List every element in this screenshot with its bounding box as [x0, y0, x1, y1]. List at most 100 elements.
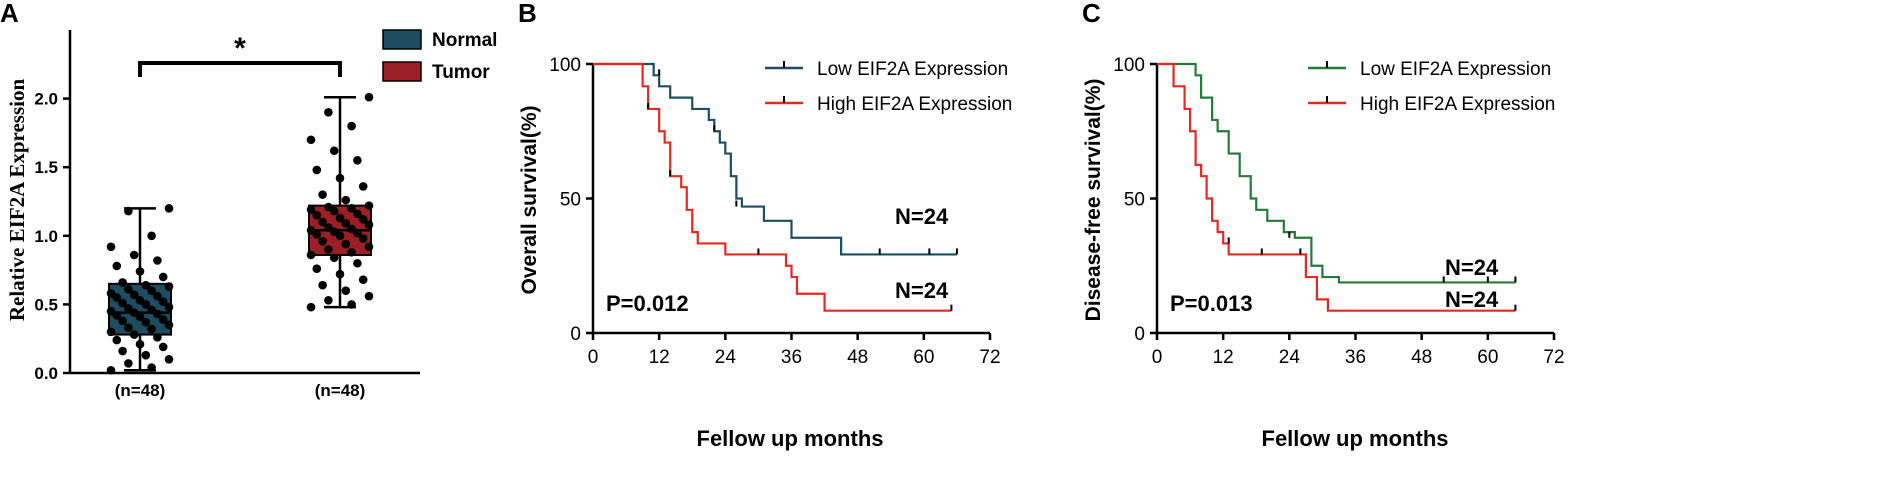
- data-point: [324, 108, 333, 117]
- data-point: [318, 280, 327, 290]
- x-tick-label: 0: [588, 347, 599, 368]
- data-point: [341, 239, 351, 249]
- y-tick-label: 50: [1124, 190, 1145, 211]
- data-point: [158, 342, 168, 352]
- x-axis-label-c: Fellow up months: [1262, 426, 1449, 451]
- data-point: [347, 224, 356, 234]
- legend-label-tumor: Tumor: [432, 62, 490, 83]
- data-point: [164, 320, 174, 330]
- x-tick-label: 24: [1279, 347, 1301, 368]
- data-point: [141, 280, 151, 290]
- box-iqr: [108, 282, 172, 336]
- data-point: [353, 156, 362, 165]
- data-point: [141, 350, 151, 360]
- y-tick-label: 100: [1113, 55, 1145, 76]
- data-point: [353, 209, 362, 219]
- survival-curve-high: [1157, 62, 1516, 312]
- x-tick-label: 24: [715, 347, 737, 368]
- y-tick-label-a: 0.0: [34, 364, 58, 383]
- panel-label-c: C: [1082, 0, 1101, 28]
- x-tick-label: 48: [1411, 347, 1432, 368]
- x-tick-label: 36: [1345, 347, 1366, 368]
- legend-label-high: High EIF2A Expression: [817, 94, 1012, 115]
- data-point: [118, 346, 127, 356]
- y-tick-label-a: 1.5: [34, 158, 58, 177]
- data-point: [347, 204, 356, 213]
- p-value-c: P=0.013: [1170, 291, 1253, 316]
- data-point: [124, 359, 133, 368]
- data-point: [124, 206, 133, 216]
- legend-label-low: Low EIF2A Expression: [1360, 59, 1551, 80]
- data-point: [335, 173, 345, 183]
- y-axis-label-b: Overall survival(%): [518, 105, 541, 294]
- data-point: [135, 295, 145, 305]
- data-point: [153, 333, 162, 342]
- x-tick-label: 48: [847, 347, 868, 368]
- legend-swatch-tumor: [382, 61, 422, 82]
- data-point: [147, 363, 156, 372]
- data-point: [158, 297, 168, 306]
- data-point: [358, 234, 368, 243]
- data-point: [335, 269, 345, 279]
- n-label-high-c: N=24: [1445, 287, 1499, 312]
- legend-label-normal: Normal: [432, 30, 497, 51]
- x-tick-label: 12: [1213, 347, 1234, 368]
- data-point: [147, 324, 156, 334]
- data-point: [164, 354, 174, 364]
- data-point: [312, 210, 322, 220]
- x-tick-label: 60: [1477, 347, 1498, 368]
- data-point: [153, 291, 162, 301]
- panel-label-b: B: [518, 0, 537, 28]
- data-point: [112, 261, 122, 271]
- data-point: [306, 250, 316, 260]
- data-point: [347, 121, 356, 131]
- data-point: [318, 217, 327, 227]
- legend-label-low: Low EIF2A Expression: [817, 59, 1008, 80]
- data-point: [364, 291, 374, 301]
- data-point: [106, 365, 116, 375]
- data-point: [364, 220, 374, 230]
- data-point: [129, 250, 139, 260]
- data-point: [358, 182, 368, 191]
- data-point: [129, 290, 139, 300]
- panel-label-a: A: [0, 0, 19, 28]
- data-point: [306, 302, 316, 312]
- data-point: [358, 215, 368, 224]
- data-point: [135, 267, 145, 276]
- legend-a: Normal Tumor: [382, 29, 497, 83]
- data-point: [306, 226, 316, 235]
- data-point: [106, 289, 116, 298]
- legend-label-high: High EIF2A Expression: [1360, 94, 1555, 115]
- data-point: [364, 92, 374, 102]
- data-point: [324, 202, 333, 212]
- data-point: [364, 201, 374, 210]
- n-label-high-b: N=24: [895, 278, 949, 303]
- data-point: [347, 247, 356, 257]
- y-tick-label-a: 1.0: [34, 227, 58, 246]
- data-point: [347, 300, 356, 309]
- data-point: [341, 219, 351, 228]
- data-point: [118, 298, 127, 308]
- data-point: [312, 165, 322, 175]
- data-point: [318, 190, 327, 199]
- y-axis-label-a: Relative EIF2A Expression: [5, 79, 29, 322]
- data-point: [164, 302, 174, 312]
- n-label-low-c: N=24: [1445, 255, 1499, 280]
- data-point: [158, 315, 168, 324]
- y-tick-label-a: 2.0: [34, 90, 58, 109]
- legend-swatch-normal: [382, 29, 422, 50]
- x-tick-label-a: (n=48): [315, 381, 366, 400]
- data-point: [141, 317, 151, 327]
- significance-marker: *: [234, 32, 246, 65]
- x-tick-label: 12: [649, 347, 670, 368]
- data-point: [153, 256, 162, 265]
- y-tick-label: 100: [549, 55, 581, 76]
- data-point: [124, 285, 133, 294]
- data-point: [312, 264, 322, 274]
- survival-curve-low: [593, 62, 957, 256]
- data-point: [112, 335, 122, 345]
- x-tick-label: 60: [913, 347, 934, 368]
- survival-curve-low: [1157, 62, 1516, 284]
- data-point: [329, 146, 339, 156]
